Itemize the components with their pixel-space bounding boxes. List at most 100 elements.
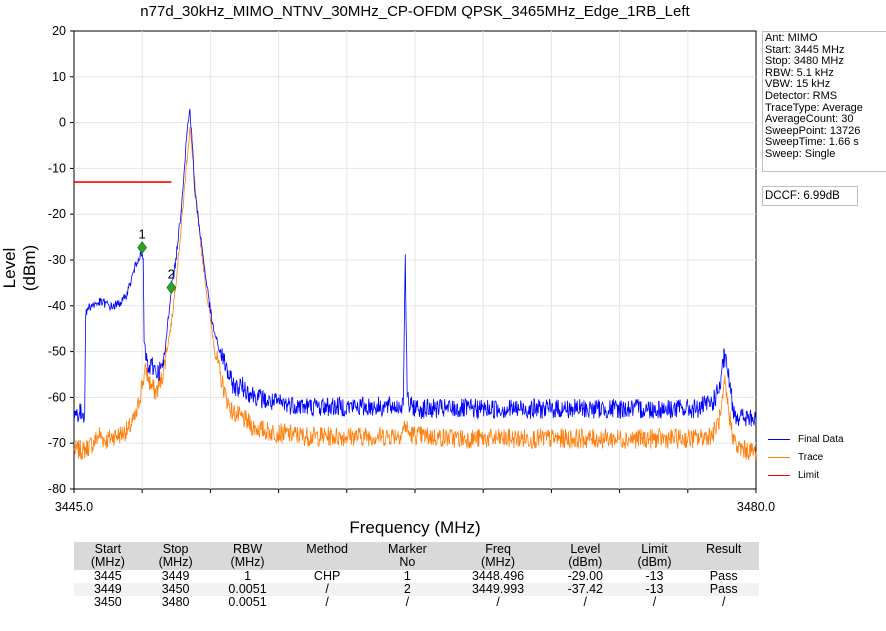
results-cell: 3480 bbox=[141, 596, 210, 609]
results-cell: / bbox=[285, 596, 369, 609]
results-cell: / bbox=[549, 596, 621, 609]
legend-item: Trace bbox=[768, 450, 823, 464]
results-cell: -37.42 bbox=[549, 583, 621, 596]
legend-item: Final Data bbox=[768, 432, 844, 446]
results-cell: -13 bbox=[620, 570, 689, 583]
info-line: Start: 3445 MHz bbox=[765, 43, 845, 56]
y-tick-label: 0 bbox=[59, 116, 66, 130]
header-line: No bbox=[399, 555, 416, 569]
y-tick-label: 20 bbox=[52, 24, 66, 38]
x-tick-label: 3480.0 bbox=[737, 500, 775, 514]
results-cell: 1 bbox=[368, 570, 447, 583]
y-tick-label: -80 bbox=[48, 482, 66, 496]
info-line: RBW: 5.1 kHz bbox=[765, 66, 834, 79]
results-cell: / bbox=[368, 596, 447, 609]
results-header-cell: Result bbox=[688, 542, 759, 570]
info-line: VBW: 15 kHz bbox=[765, 78, 831, 91]
results-row: 3445 3449 1 CHP 1 3448.496 -29.00 -13 Pass bbox=[74, 570, 759, 583]
results-row: 3449 3450 0.0051/2 3449.993 -37.42 -13 Pass bbox=[74, 583, 759, 596]
x-tick-label: 3445.0 bbox=[55, 500, 93, 514]
info-line: Detector: RMS bbox=[765, 89, 838, 102]
results-cell: 1 bbox=[209, 570, 286, 583]
header-line bbox=[688, 556, 759, 569]
info-line: TraceType: Average bbox=[765, 101, 863, 114]
results-header-cell: Marker No bbox=[368, 542, 447, 570]
info-line: SweepPoint: 13726 bbox=[765, 124, 861, 137]
legend-swatch bbox=[768, 438, 790, 440]
info-line: Sweep: Single bbox=[765, 147, 836, 160]
chart-title: n77d_30kHz_MIMO_NTNV_30MHz_CP-OFDM QPSK_… bbox=[140, 3, 690, 20]
results-header-cell: Start (MHz) bbox=[74, 542, 142, 570]
marker-label-1: 1 bbox=[139, 227, 146, 242]
results-cell: 3450 bbox=[74, 596, 142, 609]
header-line: Marker bbox=[387, 542, 427, 556]
results-cell: 2 bbox=[368, 583, 447, 596]
results-cell: Pass bbox=[688, 570, 759, 583]
results-cell: 3449 bbox=[141, 570, 210, 583]
marker-label-2: 2 bbox=[168, 266, 175, 281]
header-line: (dBm) bbox=[637, 555, 672, 569]
info-line: Ant: MIMO bbox=[765, 32, 818, 44]
header-line: (dBm) bbox=[568, 555, 603, 569]
header-line: Level bbox=[570, 542, 601, 556]
results-cell: / bbox=[446, 596, 550, 609]
results-cell: / bbox=[620, 596, 689, 609]
results-cell: -29.00 bbox=[549, 570, 621, 583]
y-axis-label: Level (dBm) bbox=[0, 244, 39, 292]
header-line: (MHz) bbox=[230, 555, 265, 569]
legend-swatch bbox=[768, 456, 790, 458]
series-layer bbox=[73, 108, 757, 462]
x-axis-label: Frequency (MHz) bbox=[349, 518, 481, 537]
header-line bbox=[286, 556, 369, 569]
results-row: 3450 3480 0.0051// / / / / bbox=[74, 596, 759, 609]
y-tick-label: -60 bbox=[48, 390, 66, 404]
series-trace bbox=[73, 126, 757, 462]
results-cell: 3450 bbox=[141, 583, 210, 596]
dccf-box: DCCF: 6.99dB bbox=[762, 186, 858, 206]
legend-label: Limit bbox=[798, 469, 820, 481]
marker-layer: 12 bbox=[137, 227, 177, 294]
results-cell: / bbox=[688, 596, 759, 609]
legend-label: Final Data bbox=[798, 433, 844, 445]
results-header-cell: RBW (MHz) bbox=[209, 542, 286, 570]
header-line: Stop bbox=[162, 542, 189, 556]
info-line: Stop: 3480 MHz bbox=[765, 55, 844, 68]
header-line: Freq bbox=[485, 542, 511, 556]
header-line: (MHz) bbox=[90, 555, 125, 569]
y-tick-label: -40 bbox=[48, 299, 66, 313]
marker-2 bbox=[166, 280, 177, 294]
header-line: (MHz) bbox=[158, 555, 193, 569]
results-cell: 3449 bbox=[74, 583, 142, 596]
y-tick-label: -20 bbox=[48, 207, 66, 221]
results-header-cell: Method bbox=[285, 542, 369, 570]
measurement-info-box: Ant: MIMO Start: 3445 MHz Stop: 3480 MHz RB… bbox=[762, 31, 886, 172]
y-tick-label: -10 bbox=[48, 161, 66, 175]
axis-layer: 20 10 0 -10 -20 -30 -40 -50 -60 -70 -80 3445.0 3480.… bbox=[48, 24, 775, 514]
results-header-cell: Freq (MHz) bbox=[446, 542, 550, 570]
results-cell: 3449.993 bbox=[446, 583, 550, 596]
legend-swatch bbox=[768, 474, 790, 476]
y-tick-label: -30 bbox=[48, 253, 66, 267]
header-line: RBW bbox=[232, 542, 263, 556]
results-cell: 0.0051 bbox=[209, 583, 286, 596]
header-line: Result bbox=[705, 542, 742, 556]
legend-label: Trace bbox=[798, 451, 824, 463]
results-header-cell: Limit (dBm) bbox=[620, 542, 689, 570]
chart-legend: Final Data Trace Limit bbox=[762, 430, 862, 488]
header-line: Method bbox=[306, 542, 348, 556]
y-tick-label: -50 bbox=[48, 345, 66, 359]
series-final-data bbox=[73, 108, 757, 427]
info-line: AverageCount: 30 bbox=[765, 113, 854, 126]
marker-1 bbox=[137, 241, 147, 255]
results-header-cell: Level (dBm) bbox=[549, 542, 621, 570]
y-tick-label: -70 bbox=[48, 436, 66, 450]
legend-item: Limit bbox=[768, 468, 819, 482]
results-cell: CHP bbox=[285, 570, 369, 583]
results-cell: / bbox=[285, 583, 369, 596]
info-line: SweepTime: 1.66 s bbox=[765, 136, 859, 149]
results-cell: 0.0051 bbox=[209, 596, 286, 609]
y-tick-label: 10 bbox=[52, 70, 66, 84]
header-line: (MHz) bbox=[481, 555, 516, 569]
header-line: Limit bbox=[641, 542, 668, 556]
